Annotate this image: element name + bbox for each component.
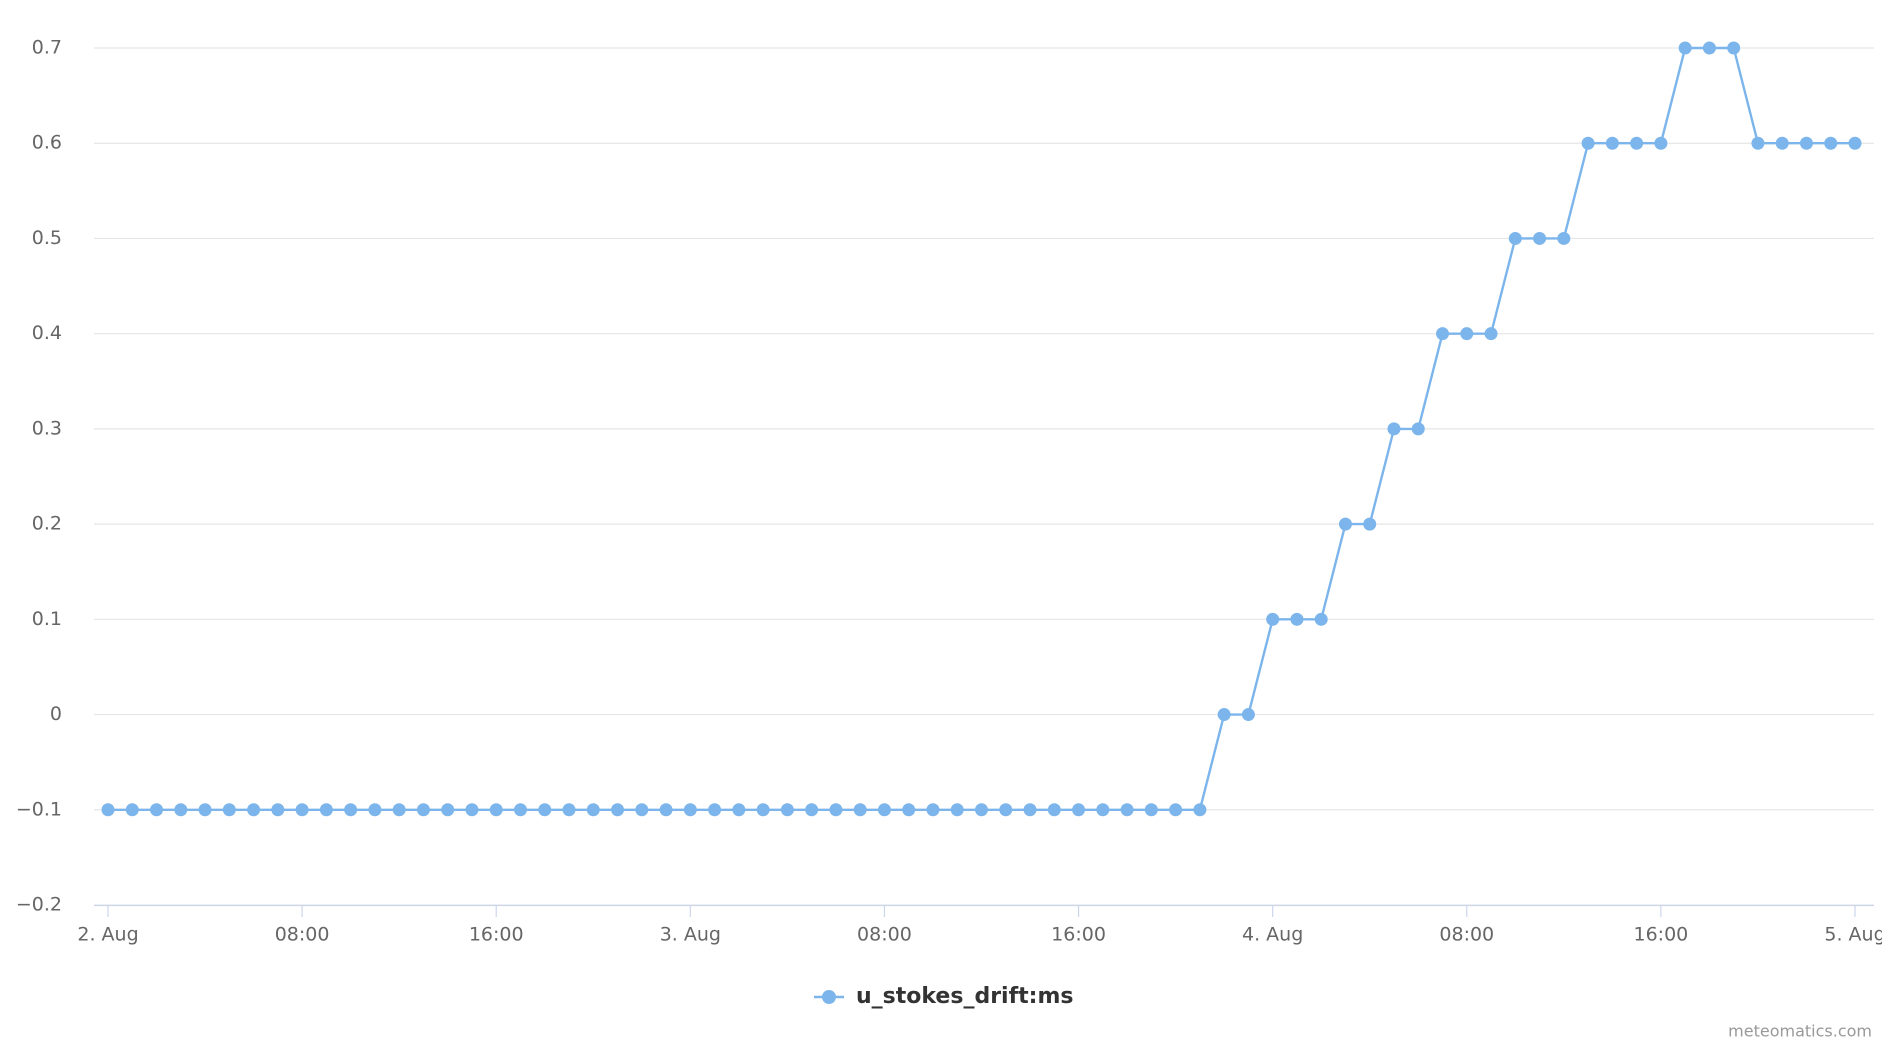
data-point[interactable] — [1023, 803, 1037, 817]
data-point[interactable] — [441, 803, 455, 817]
data-point[interactable] — [805, 803, 819, 817]
data-point[interactable] — [344, 803, 358, 817]
data-point[interactable] — [247, 803, 261, 817]
x-tick-label: 3. Aug — [660, 924, 721, 946]
y-tick-label: 0.4 — [32, 322, 62, 344]
data-point[interactable] — [1605, 136, 1619, 150]
data-point[interactable] — [1751, 136, 1765, 150]
data-point[interactable] — [1096, 803, 1110, 817]
data-point[interactable] — [198, 803, 212, 817]
data-point[interactable] — [877, 803, 891, 817]
data-point[interactable] — [780, 803, 794, 817]
data-point[interactable] — [950, 803, 964, 817]
data-point[interactable] — [708, 803, 722, 817]
data-point[interactable] — [465, 803, 479, 817]
legend-item[interactable]: u_stokes_drift:ms — [856, 984, 1074, 1009]
y-tick-label: 0 — [50, 703, 62, 725]
x-tick-label: 2. Aug — [77, 924, 138, 946]
data-point[interactable] — [1848, 136, 1862, 150]
x-tick-label: 16:00 — [1051, 924, 1106, 946]
data-point[interactable] — [999, 803, 1013, 817]
data-point[interactable] — [611, 803, 625, 817]
y-tick-label: 0.7 — [32, 37, 62, 59]
data-point[interactable] — [125, 803, 139, 817]
data-point[interactable] — [271, 803, 285, 817]
data-point[interactable] — [319, 803, 333, 817]
x-tick-label: 08:00 — [857, 924, 912, 946]
legend-symbol — [822, 990, 836, 1004]
data-point[interactable] — [1241, 708, 1255, 722]
data-point[interactable] — [1047, 803, 1061, 817]
data-point[interactable] — [1799, 136, 1813, 150]
data-point[interactable] — [101, 803, 115, 817]
data-point[interactable] — [659, 803, 673, 817]
data-point[interactable] — [975, 803, 988, 817]
data-point[interactable] — [1266, 612, 1280, 626]
y-tick-label: −0.2 — [16, 894, 62, 916]
y-tick-label: 0.6 — [32, 132, 62, 154]
x-tick-label: 08:00 — [1439, 924, 1494, 946]
data-point[interactable] — [392, 803, 406, 817]
data-point[interactable] — [150, 803, 164, 817]
data-point[interactable] — [926, 803, 940, 817]
data-point[interactable] — [1169, 803, 1183, 817]
y-tick-label: 0.2 — [32, 513, 62, 535]
data-point[interactable] — [1654, 136, 1668, 150]
data-point[interactable] — [1363, 517, 1377, 531]
data-point[interactable] — [635, 803, 649, 817]
data-point[interactable] — [683, 803, 697, 817]
data-point[interactable] — [174, 803, 188, 817]
y-tick-label: 0.5 — [32, 227, 62, 249]
data-point[interactable] — [586, 803, 600, 817]
data-point[interactable] — [1436, 327, 1450, 341]
data-point[interactable] — [222, 803, 236, 817]
data-point[interactable] — [1824, 136, 1838, 150]
data-point[interactable] — [1702, 41, 1716, 55]
data-point[interactable] — [1678, 41, 1692, 55]
data-point[interactable] — [1775, 136, 1789, 150]
data-point[interactable] — [416, 803, 430, 817]
y-tick-label: 0.3 — [32, 417, 62, 439]
data-point[interactable] — [1411, 422, 1425, 436]
x-tick-label: 16:00 — [469, 924, 524, 946]
data-point[interactable] — [1508, 231, 1522, 245]
data-point[interactable] — [295, 803, 309, 817]
data-point[interactable] — [1314, 612, 1328, 626]
credits[interactable]: meteomatics.com — [1728, 1022, 1872, 1041]
data-point[interactable] — [1193, 803, 1207, 817]
x-tick-label: 5. Aug — [1824, 924, 1882, 946]
data-point[interactable] — [1120, 803, 1134, 817]
data-point[interactable] — [513, 803, 527, 817]
x-tick-label: 08:00 — [275, 924, 330, 946]
data-point[interactable] — [902, 803, 916, 817]
data-point[interactable] — [853, 803, 867, 817]
data-point[interactable] — [756, 803, 770, 817]
y-tick-label: −0.1 — [16, 798, 62, 820]
x-tick-label: 16:00 — [1634, 924, 1689, 946]
data-point[interactable] — [1533, 231, 1547, 245]
data-point[interactable] — [829, 803, 843, 817]
data-point[interactable] — [1727, 41, 1741, 55]
data-point[interactable] — [1338, 517, 1352, 531]
data-point[interactable] — [732, 803, 746, 817]
data-point[interactable] — [1072, 803, 1086, 817]
data-point[interactable] — [1460, 327, 1474, 341]
data-point[interactable] — [1581, 136, 1595, 150]
data-point[interactable] — [562, 803, 576, 817]
data-point[interactable] — [1217, 708, 1231, 722]
data-point[interactable] — [1557, 231, 1571, 245]
data-point[interactable] — [368, 803, 382, 817]
data-point[interactable] — [1144, 803, 1158, 817]
data-point[interactable] — [489, 803, 503, 817]
data-point[interactable] — [1484, 327, 1498, 341]
x-tick-label: 4. Aug — [1242, 924, 1303, 946]
data-point[interactable] — [1387, 422, 1401, 436]
data-point[interactable] — [538, 803, 552, 817]
data-point[interactable] — [1290, 612, 1304, 626]
data-point[interactable] — [1630, 136, 1644, 150]
y-tick-label: 0.1 — [32, 608, 62, 630]
